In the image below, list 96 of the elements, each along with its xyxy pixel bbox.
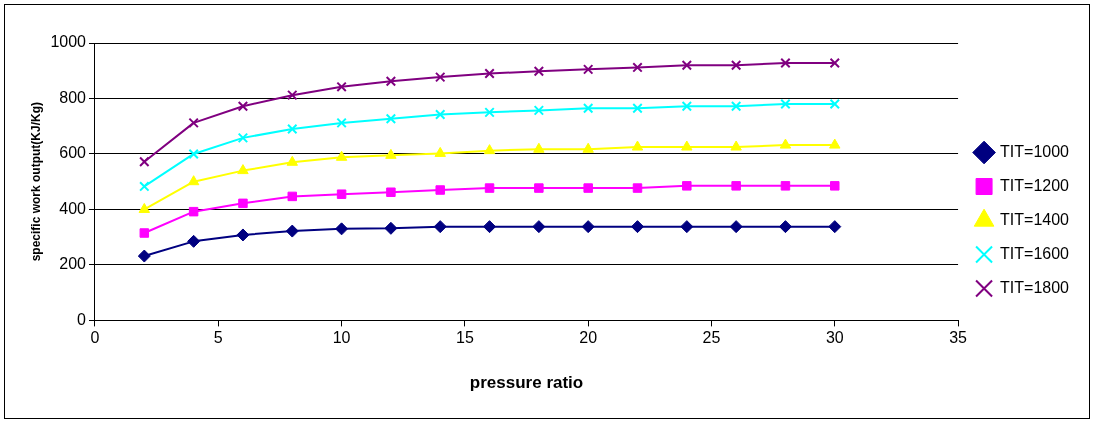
point [238,198,248,209]
point [730,59,742,71]
point [731,181,741,191]
y-axis-title: specific work output(KJ/Kg) [28,102,43,262]
point [582,142,594,153]
point [385,148,397,159]
point [385,113,397,124]
point [533,66,545,77]
point [780,57,791,69]
point [778,220,792,234]
point [137,249,151,263]
point [187,175,200,186]
point [829,98,841,110]
point [237,164,249,175]
legend-label: TIT=1200 [1000,176,1070,194]
point [682,181,692,191]
point [780,181,791,191]
y-tick-label: 200 [59,255,87,273]
point [730,140,742,151]
x-tick-label: 30 [825,329,844,347]
point [681,59,693,71]
point [779,138,792,149]
point [336,81,347,93]
point [386,187,396,197]
point [435,185,445,195]
point [139,181,150,192]
legend-label: TIT=1000 [1000,142,1070,160]
point [385,76,397,87]
point [139,156,150,167]
legend-label: TIT=1800 [1000,278,1070,296]
x-tick-label: 5 [213,329,223,347]
point [335,150,348,161]
y-tick-label: 400 [59,199,87,217]
point [780,98,791,110]
point [533,105,545,116]
y-tick-label: 0 [77,310,87,328]
point [829,57,841,69]
x-tick-label: 10 [332,329,351,347]
point [681,140,693,151]
point [483,144,496,155]
x-axis-title: pressure ratio [469,373,584,393]
point [286,155,298,166]
point [434,146,446,157]
point [533,142,545,153]
x-tick-label: 20 [579,329,598,347]
point [730,101,742,112]
point [287,191,298,202]
point [632,183,643,193]
x-tick-label: 15 [455,329,474,347]
point [336,189,347,199]
point [582,102,594,114]
point [484,107,495,118]
point [632,102,643,114]
point [681,101,693,112]
point [237,132,249,144]
point [583,183,593,193]
point [631,220,644,234]
legend-label: TIT=1600 [1000,244,1070,262]
point [828,220,842,234]
point [484,183,495,193]
point [187,234,201,248]
point [384,221,398,235]
point [188,117,199,129]
point [139,228,150,238]
point [680,220,694,234]
point [581,220,595,234]
point [434,109,446,120]
point [188,148,199,160]
point [433,220,447,234]
point [532,220,546,234]
point [287,89,298,101]
y-tick-label: 800 [59,88,87,106]
point [188,206,199,217]
point [287,123,298,135]
point [632,62,643,73]
point [236,228,250,242]
point [582,64,594,75]
point [434,71,446,83]
point [484,68,495,79]
legend-label: TIT=1400 [1000,210,1070,228]
point [285,224,299,238]
point [483,220,497,234]
point [335,222,349,236]
point [336,117,347,129]
point [138,202,151,213]
point [829,138,841,149]
point [534,183,544,193]
y-tick-label: 600 [59,144,87,162]
point [237,101,249,112]
point [729,220,743,234]
x-tick-label: 25 [702,329,721,347]
y-tick-label: 1000 [50,33,87,51]
point [830,181,840,191]
point [631,140,644,151]
x-tick-label: 35 [949,329,968,347]
x-tick-label: 0 [90,329,100,347]
